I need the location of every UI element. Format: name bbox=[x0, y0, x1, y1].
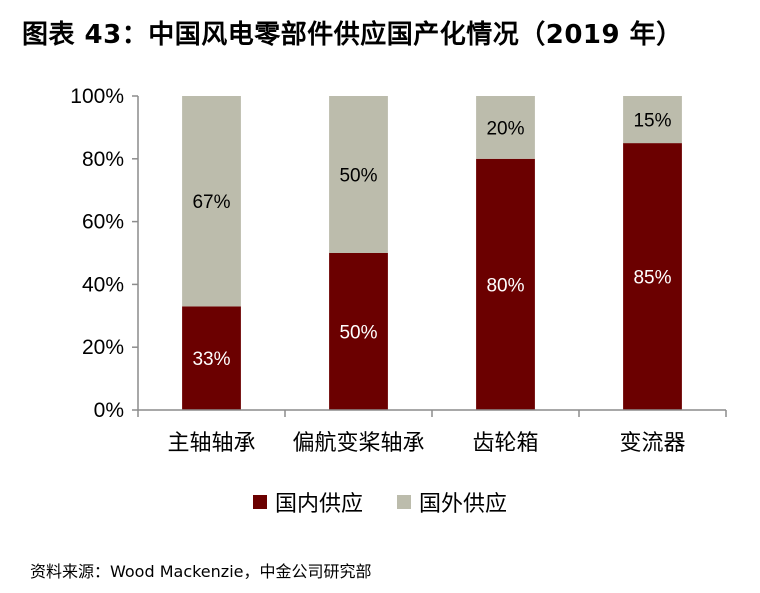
legend: 国内供应 国外供应 bbox=[0, 486, 760, 518]
y-tick-label: 20% bbox=[82, 336, 124, 359]
data-labels: 33% 67% 50% 50% 80% 20% 85% 15% bbox=[192, 111, 671, 371]
bar-segment-foreign bbox=[476, 96, 535, 159]
x-category-label: 齿轮箱 bbox=[472, 431, 538, 456]
data-label: 15% bbox=[633, 111, 671, 132]
data-label: 33% bbox=[192, 349, 230, 370]
data-label: 50% bbox=[339, 166, 377, 187]
x-category-label: 主轴轴承 bbox=[167, 431, 255, 456]
x-axis: 主轴轴承 偏航变桨轴承 齿轮箱 变流器 bbox=[137, 409, 727, 456]
legend-label-domestic: 国内供应 bbox=[274, 492, 363, 517]
bar-segment-foreign bbox=[623, 96, 682, 144]
bar-segment-domestic bbox=[623, 143, 682, 410]
data-label: 80% bbox=[486, 275, 524, 296]
y-axis: 0% 20% 40% 60% 80% 100% bbox=[70, 85, 139, 422]
legend-label-foreign: 国外供应 bbox=[419, 492, 508, 517]
source-note: 资料来源：Wood Mackenzie，中金公司研究部 bbox=[30, 562, 372, 581]
legend-swatch-foreign bbox=[397, 495, 411, 509]
data-label: 20% bbox=[486, 118, 524, 139]
y-tick-label: 0% bbox=[94, 399, 124, 422]
stacked-bar-chart: 0% 20% 40% 60% 80% 100% 33% 67% 50% 50% 80% 20% 85%… bbox=[70, 85, 727, 456]
legend-item-foreign: 国外供应 bbox=[397, 486, 507, 518]
bar-segment-foreign bbox=[329, 96, 388, 253]
x-category-label: 偏航变桨轴承 bbox=[292, 431, 424, 456]
y-tick-label: 80% bbox=[82, 148, 124, 171]
bar-segment-foreign bbox=[182, 96, 241, 307]
bar-segment-domestic bbox=[476, 158, 535, 410]
y-tick-label: 60% bbox=[82, 211, 124, 234]
data-label: 67% bbox=[192, 192, 230, 213]
bars bbox=[182, 96, 682, 410]
data-label: 85% bbox=[633, 268, 671, 289]
bar-segment-domestic bbox=[182, 306, 241, 410]
y-tick-label: 40% bbox=[82, 273, 124, 296]
legend-item-domestic: 国内供应 bbox=[252, 486, 363, 518]
data-label: 50% bbox=[339, 323, 377, 344]
y-tick-label: 100% bbox=[70, 85, 124, 108]
chart-title: 图表 43：中国风电零部件供应国产化情况（2019 年） bbox=[22, 20, 683, 50]
bar-segment-domestic bbox=[329, 253, 388, 410]
legend-swatch-domestic bbox=[252, 495, 267, 509]
x-category-label: 变流器 bbox=[619, 431, 685, 456]
